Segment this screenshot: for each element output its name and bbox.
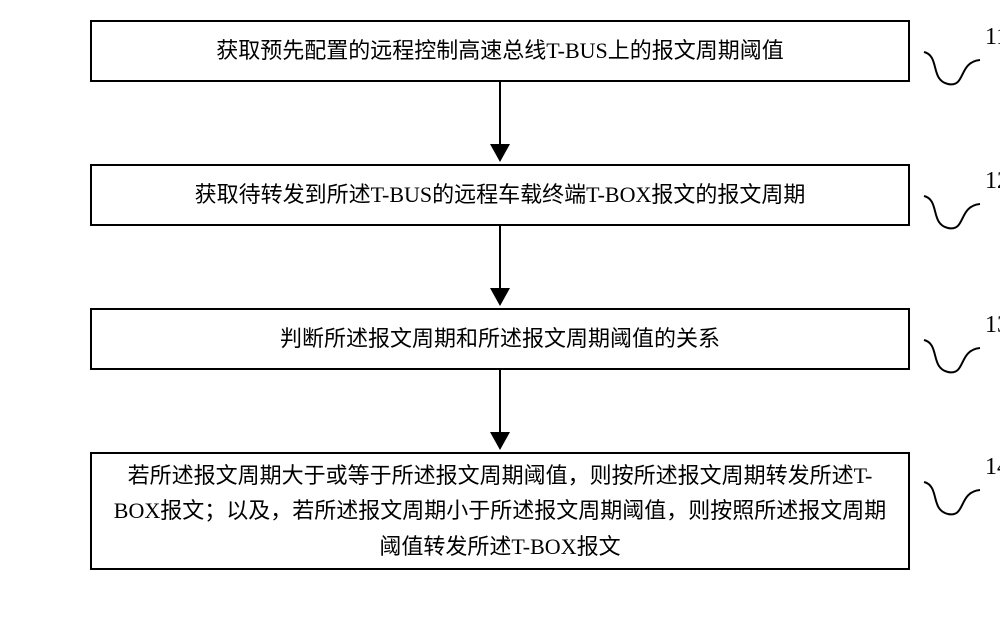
flow-step-14-text: 若所述报文周期大于或等于所述报文周期阈值，则按所述报文周期转发所述T-BOX报文… (112, 458, 888, 564)
flow-label-12: 12 (985, 168, 1000, 195)
label-connector-14 (922, 480, 982, 530)
label-connector-13 (922, 338, 982, 388)
label-connector-11 (922, 50, 982, 100)
flow-step-11-text: 获取预先配置的远程控制高速总线T-BUS上的报文周期阈值 (216, 33, 784, 68)
flow-step-13: 判断所述报文周期和所述报文周期阈值的关系 (90, 308, 910, 370)
label-connector-12 (922, 194, 982, 244)
flow-step-12: 获取待转发到所述T-BUS的远程车载终端T-BOX报文的报文周期 (90, 164, 910, 226)
flowchart-container: 获取预先配置的远程控制高速总线T-BUS上的报文周期阈值 11 获取待转发到所述… (50, 20, 950, 570)
flow-step-11: 获取预先配置的远程控制高速总线T-BUS上的报文周期阈值 (90, 20, 910, 82)
flow-label-13: 13 (985, 312, 1000, 339)
flow-step-13-text: 判断所述报文周期和所述报文周期阈值的关系 (280, 321, 720, 356)
flow-step-14: 若所述报文周期大于或等于所述报文周期阈值，则按所述报文周期转发所述T-BOX报文… (90, 452, 910, 570)
flow-label-14: 14 (985, 454, 1000, 481)
flow-step-12-text: 获取待转发到所述T-BUS的远程车载终端T-BOX报文的报文周期 (195, 177, 806, 212)
flow-arrow-2 (90, 226, 910, 308)
flow-arrow-3 (90, 370, 910, 452)
flow-arrow-1 (90, 82, 910, 164)
flow-label-11: 11 (985, 24, 1000, 51)
